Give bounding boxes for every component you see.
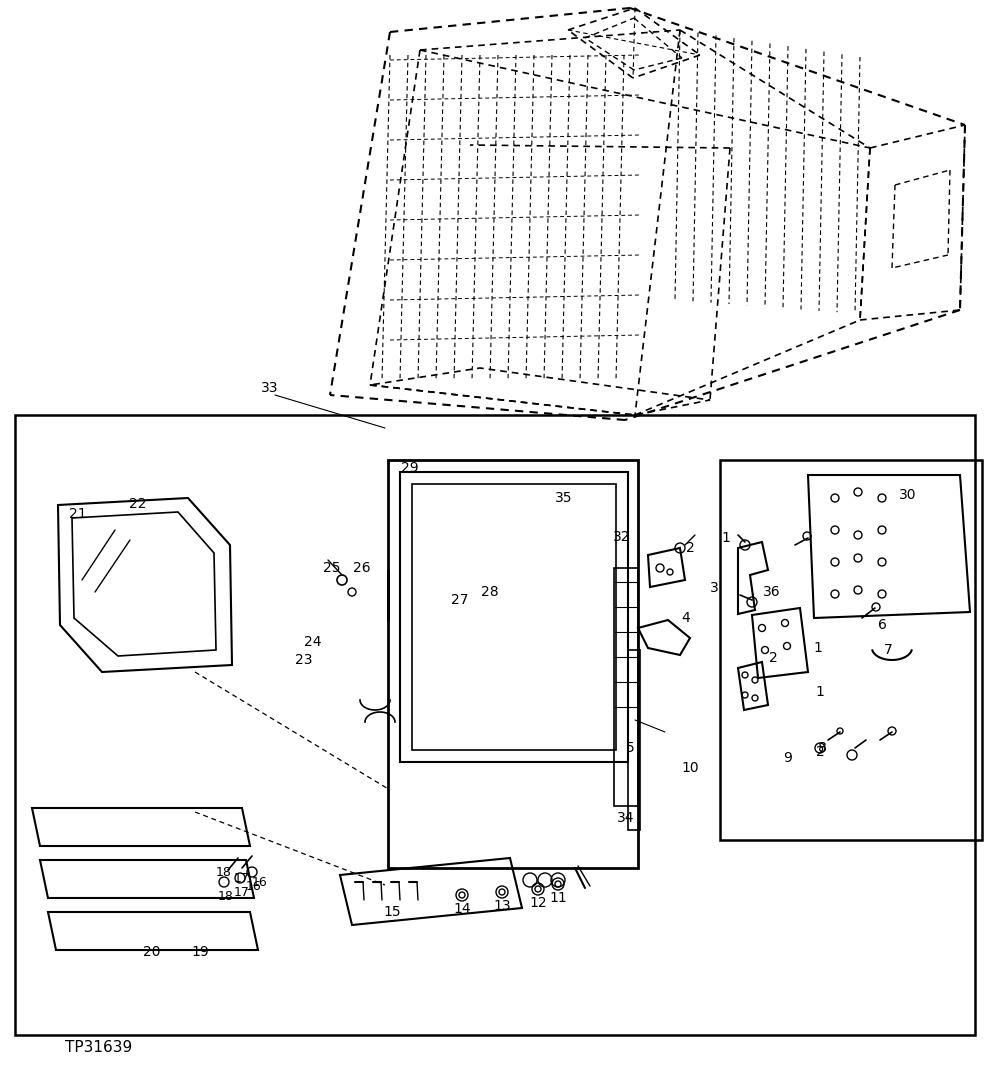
Text: 12: 12 xyxy=(529,896,546,910)
Text: 18: 18 xyxy=(216,865,232,878)
Bar xyxy=(614,568,638,806)
Text: 10: 10 xyxy=(681,761,699,775)
Text: 30: 30 xyxy=(899,488,917,501)
Bar xyxy=(628,650,640,830)
Text: 32: 32 xyxy=(613,530,631,544)
Bar xyxy=(388,460,638,867)
Text: 34: 34 xyxy=(617,811,635,825)
Text: 33: 33 xyxy=(261,381,279,395)
Text: 5: 5 xyxy=(626,740,634,755)
Text: 4: 4 xyxy=(682,611,690,625)
Text: 20: 20 xyxy=(144,945,161,959)
Text: 29: 29 xyxy=(401,461,419,475)
Text: 16: 16 xyxy=(252,876,268,889)
Text: 35: 35 xyxy=(555,491,572,505)
Text: 1: 1 xyxy=(814,641,823,655)
Text: 19: 19 xyxy=(191,945,209,959)
Text: 16: 16 xyxy=(246,879,262,892)
Text: 1: 1 xyxy=(816,685,825,699)
Text: 28: 28 xyxy=(482,585,498,599)
Text: 2: 2 xyxy=(686,541,694,555)
Text: 23: 23 xyxy=(295,653,313,667)
Text: 2: 2 xyxy=(769,651,778,665)
Text: 8: 8 xyxy=(818,740,827,755)
Text: 15: 15 xyxy=(383,905,401,919)
Text: 9: 9 xyxy=(784,751,793,765)
Text: 26: 26 xyxy=(353,561,371,575)
Text: 21: 21 xyxy=(69,507,87,521)
Text: 6: 6 xyxy=(877,618,886,632)
Text: TP31639: TP31639 xyxy=(65,1040,133,1055)
Text: 7: 7 xyxy=(883,643,892,657)
Text: 17: 17 xyxy=(234,886,250,898)
Text: 3: 3 xyxy=(710,582,719,595)
Text: 24: 24 xyxy=(304,635,322,649)
Text: 1: 1 xyxy=(722,531,731,545)
Bar xyxy=(412,484,616,750)
Bar xyxy=(720,460,982,840)
Text: 25: 25 xyxy=(323,561,341,575)
Bar xyxy=(15,415,975,1035)
Text: 18: 18 xyxy=(218,890,234,903)
Bar xyxy=(400,472,628,762)
Text: 13: 13 xyxy=(494,899,510,913)
Text: 36: 36 xyxy=(763,585,781,599)
Text: 2: 2 xyxy=(816,745,825,759)
Text: 22: 22 xyxy=(130,497,147,511)
Text: 14: 14 xyxy=(454,902,471,915)
Text: 17: 17 xyxy=(234,872,250,885)
Text: 27: 27 xyxy=(452,593,469,607)
Text: 11: 11 xyxy=(549,891,567,905)
